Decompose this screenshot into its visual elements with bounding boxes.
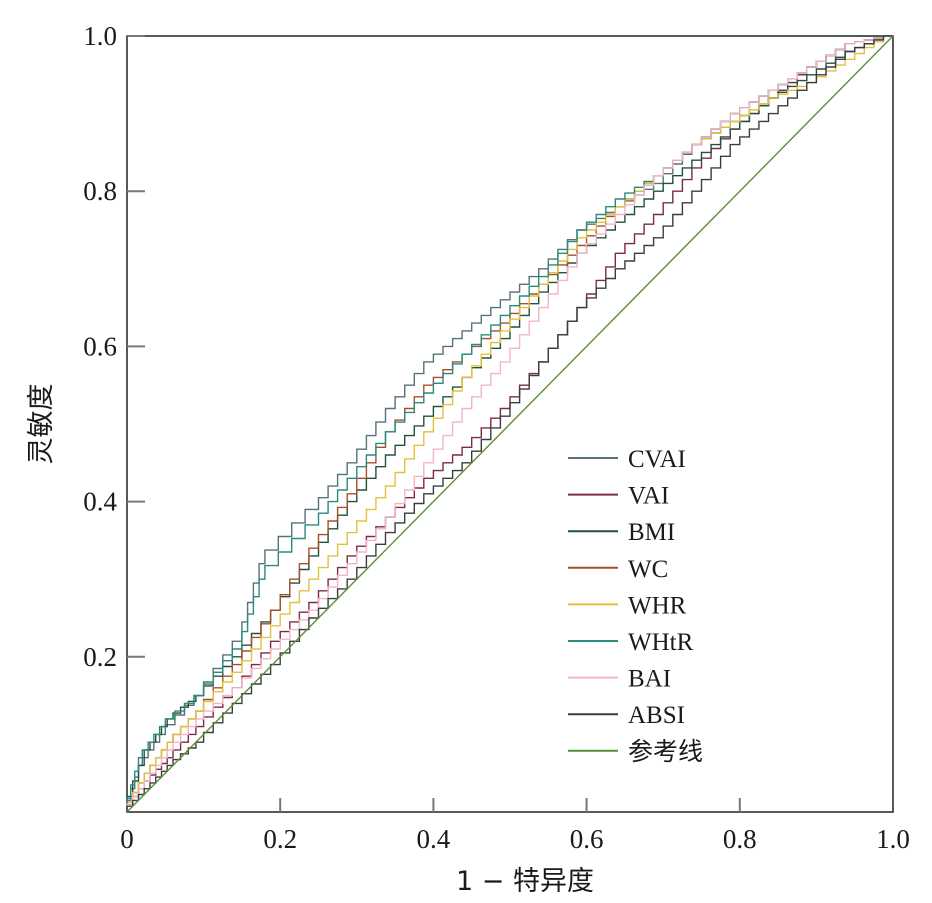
legend-label: WHR [628, 592, 687, 619]
legend: CVAI VAI BMI WC WHR WHtR BAI ABSI 参考线 [568, 446, 703, 766]
series-lines [126, 35, 894, 813]
legend-label: ABSI [628, 702, 685, 729]
x-axis-title: 1 − 特异度 [456, 866, 594, 897]
y-tick-label: 0.8 [83, 176, 117, 206]
y-tick-label: 0.4 [83, 487, 117, 517]
legend-label: CVAI [628, 446, 686, 473]
y-tick-label: 0.2 [83, 642, 117, 672]
plot-frame [126, 35, 894, 813]
legend-label: VAI [628, 483, 669, 510]
legend-label: WC [628, 556, 668, 583]
legend-label: BMI [628, 519, 675, 546]
legend-label: BAI [628, 666, 671, 693]
series-line-BAI [126, 35, 893, 812]
series-line-WHR [126, 35, 893, 812]
series-line-ABSI [126, 35, 893, 812]
x-tick-label: 1.0 [876, 824, 910, 854]
y-tick-label: 1.0 [83, 21, 117, 51]
x-tick-label: 0.4 [417, 824, 451, 854]
series-line-参考线 [126, 35, 894, 813]
x-tick-label: 0 [120, 824, 134, 854]
y-tick-label: 0.6 [83, 331, 117, 361]
x-tick-label: 0.6 [570, 824, 604, 854]
x-tick-label: 0.2 [263, 824, 297, 854]
legend-label: WHtR [628, 629, 694, 656]
x-tick-label: 0.8 [723, 824, 757, 854]
axis-ticks: 0 0.2 0.4 0.6 0.8 1.0 0.2 0.4 0.6 0.8 1.0 [83, 21, 910, 854]
y-axis-title: 灵敏度 [26, 384, 57, 465]
legend-label: 参考线 [628, 737, 703, 766]
